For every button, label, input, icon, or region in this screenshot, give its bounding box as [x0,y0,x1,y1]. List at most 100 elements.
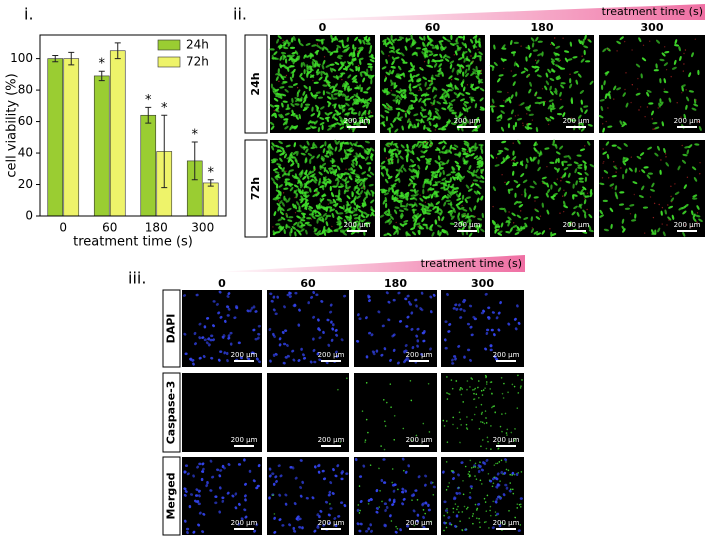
cell [277,35,282,40]
cell [449,109,455,112]
cell [434,129,436,131]
cell [408,79,413,82]
cell [337,185,344,188]
cell [491,98,495,104]
cell [271,145,275,151]
cell [413,98,418,103]
cell [291,174,296,179]
cell [680,116,682,118]
cell [453,54,456,56]
cell [303,96,308,100]
cell [525,108,531,112]
cell [459,111,462,117]
cell [418,97,422,103]
cell [513,200,518,205]
cell [545,80,550,86]
cell [474,103,478,109]
cell [314,214,320,217]
cell [315,204,319,210]
cell [432,175,438,179]
cell [274,171,280,174]
cell [284,112,290,116]
cell [272,230,276,236]
cell [363,184,366,190]
cell [337,198,343,203]
cell [289,125,293,131]
cell [368,54,374,58]
row-label: Merged [165,472,178,519]
cell [316,230,321,235]
cell [577,73,582,78]
cell [302,194,308,198]
scale-bar-label: 200 μm [674,117,701,125]
cell [636,88,639,90]
cell [365,221,371,225]
cell [659,98,662,104]
cell [476,176,481,179]
cell [567,221,572,227]
cell [271,160,277,164]
cell [602,48,607,53]
cell [269,48,275,51]
cell [564,50,570,53]
cell [473,155,479,159]
cell [310,113,316,117]
cell [582,160,587,164]
cell [386,41,391,45]
cell [480,148,484,154]
cell [380,160,386,165]
cell [363,71,367,77]
cell [607,48,609,50]
cell [365,99,369,105]
cell [297,162,300,169]
cell [307,120,312,125]
cell [489,64,495,68]
cell [559,91,562,97]
cell [334,109,339,114]
cell [322,181,327,185]
cell [275,196,281,199]
cell [500,222,504,228]
column-label: 180 [384,277,407,290]
cell [405,202,409,208]
cell [638,37,642,43]
y-tick-label: 60 [18,114,33,128]
cell [585,60,591,63]
cell [331,168,337,172]
cell [425,47,429,53]
cell [527,194,531,200]
legend-label: 24h [186,38,209,52]
cell [295,229,301,233]
cell [395,173,399,179]
cell [281,75,287,79]
cell [354,173,360,177]
cell [366,112,369,115]
cell [651,110,654,116]
cell [589,80,594,85]
cell [363,211,368,216]
cell [290,156,296,159]
cell [520,102,525,106]
cell [360,214,366,218]
cell [661,121,665,127]
cell [531,119,534,121]
cell [367,119,371,125]
cell [387,105,393,109]
cell [441,230,447,234]
cell [359,39,362,45]
cell [361,218,366,223]
cell [338,115,343,121]
cell [392,142,398,146]
cell [387,175,393,180]
cell [315,38,321,42]
cell [461,194,465,200]
cell [386,142,392,145]
cell [470,153,475,157]
cell [432,206,437,210]
cell [465,64,471,67]
cell [476,159,482,163]
cell [524,106,530,109]
cell [302,107,308,112]
cell [293,36,296,41]
cell [290,162,295,167]
